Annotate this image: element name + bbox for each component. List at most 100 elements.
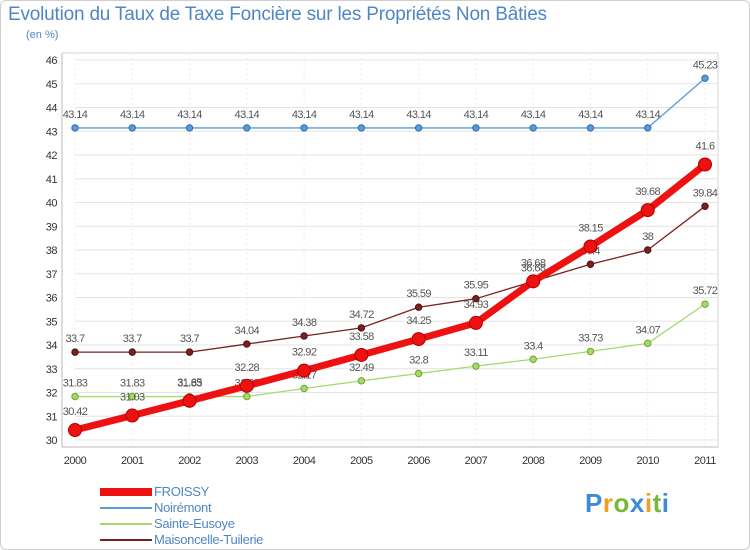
logo-letter: i bbox=[661, 488, 670, 518]
data-point bbox=[300, 332, 308, 340]
data-label: 43.14 bbox=[635, 109, 660, 121]
data-label: 31.65 bbox=[177, 377, 202, 389]
data-label: 35.72 bbox=[693, 285, 718, 297]
data-point bbox=[414, 303, 423, 311]
data-point bbox=[529, 124, 537, 132]
data-point bbox=[71, 124, 79, 132]
data-point bbox=[68, 423, 82, 438]
data-point bbox=[185, 348, 194, 356]
data-point bbox=[583, 239, 598, 254]
data-label: 43.14 bbox=[292, 109, 317, 121]
chart-title: Evolution du Taux de Taxe Foncière sur l… bbox=[8, 4, 547, 25]
data-label: 38 bbox=[642, 231, 654, 243]
data-point bbox=[357, 324, 366, 332]
x-tick-label: 2004 bbox=[293, 455, 316, 467]
data-point bbox=[414, 124, 423, 132]
logo-letter: r bbox=[602, 488, 614, 518]
x-tick-label: 2009 bbox=[579, 455, 602, 467]
y-tick-label: 40 bbox=[46, 198, 58, 210]
data-point bbox=[586, 260, 595, 268]
y-tick-label: 42 bbox=[46, 150, 58, 162]
legend-label: Sainte-Eusoye bbox=[154, 516, 235, 531]
data-point bbox=[128, 124, 136, 132]
series-line bbox=[71, 161, 709, 434]
series-line bbox=[74, 205, 706, 353]
legend-swatch bbox=[100, 523, 152, 525]
data-point bbox=[640, 203, 655, 218]
data-label: 30.42 bbox=[63, 406, 88, 418]
y-tick-label: 32 bbox=[46, 388, 58, 400]
data-label: 33.7 bbox=[65, 333, 84, 345]
chart-unit-label: (en %) bbox=[26, 29, 59, 41]
x-tick-label: 2008 bbox=[522, 455, 545, 467]
data-point bbox=[644, 246, 652, 254]
data-label: 34.38 bbox=[292, 317, 317, 329]
data-label: 32.49 bbox=[349, 362, 374, 374]
series-line bbox=[74, 77, 706, 129]
y-tick-label: 39 bbox=[46, 221, 58, 233]
logo-letter: i bbox=[644, 488, 653, 518]
data-point bbox=[128, 348, 136, 356]
data-label: 43.14 bbox=[349, 109, 374, 121]
data-point bbox=[472, 124, 480, 132]
proxiti-logo: Proxiti bbox=[585, 488, 669, 519]
data-point bbox=[644, 339, 652, 348]
y-tick-label: 41 bbox=[46, 174, 58, 186]
data-point bbox=[586, 347, 595, 356]
data-label: 36.68 bbox=[521, 262, 546, 274]
data-point bbox=[185, 124, 194, 132]
logo-letter: o bbox=[613, 488, 630, 518]
data-point bbox=[357, 377, 366, 385]
data-point bbox=[701, 300, 709, 308]
data-label: 43.14 bbox=[578, 109, 603, 121]
data-point bbox=[357, 124, 366, 132]
data-label: 31.83 bbox=[63, 378, 88, 390]
y-tick-label: 45 bbox=[46, 79, 58, 91]
data-label: 35.95 bbox=[464, 280, 489, 292]
y-tick-label: 31 bbox=[46, 411, 58, 423]
legend-swatch bbox=[100, 539, 152, 541]
data-label: 34.93 bbox=[464, 299, 489, 311]
y-tick-label: 37 bbox=[46, 269, 58, 281]
logo-letter: x bbox=[629, 488, 645, 518]
x-tick-label: 2006 bbox=[407, 455, 430, 467]
data-label: 33.4 bbox=[524, 340, 543, 352]
data-label: 31.83 bbox=[120, 378, 145, 390]
data-label: 33.58 bbox=[349, 331, 374, 343]
legend-label: Maisoncelle-Tuilerie bbox=[154, 532, 264, 547]
data-point bbox=[297, 363, 312, 378]
x-tick-label: 2002 bbox=[178, 455, 201, 467]
data-label: 31.03 bbox=[120, 392, 145, 404]
legend-label: FROISSY bbox=[154, 484, 209, 499]
data-label: 34.04 bbox=[235, 325, 260, 337]
legend-swatch bbox=[100, 488, 152, 496]
logo-letter: P bbox=[585, 488, 603, 518]
x-tick-label: 2010 bbox=[636, 455, 659, 467]
data-point bbox=[586, 124, 595, 132]
data-label: 43.14 bbox=[406, 109, 431, 121]
data-point bbox=[472, 294, 480, 303]
data-point bbox=[71, 392, 79, 401]
x-tick-label: 2007 bbox=[465, 455, 488, 467]
data-point bbox=[125, 408, 140, 423]
x-tick-label: 2000 bbox=[64, 455, 87, 467]
data-point bbox=[243, 340, 251, 348]
data-point bbox=[414, 369, 423, 378]
y-tick-label: 34 bbox=[46, 340, 58, 352]
y-tick-label: 43 bbox=[46, 126, 58, 138]
logo-letter: t bbox=[652, 488, 662, 518]
data-label: 33.11 bbox=[464, 347, 488, 359]
data-label: 39.84 bbox=[693, 187, 718, 199]
data-label: 32.8 bbox=[409, 355, 428, 367]
data-point bbox=[529, 355, 537, 363]
x-tick-label: 2011 bbox=[694, 455, 716, 467]
series-froissy: 30.42 31.03 31.65 32.28 32.92 33.58 34.25 34.93… bbox=[63, 141, 716, 438]
data-point bbox=[300, 124, 308, 132]
data-label: 41.6 bbox=[695, 141, 714, 153]
data-label: 34.72 bbox=[349, 309, 374, 321]
y-tick-label: 33 bbox=[46, 364, 58, 376]
y-tick-label: 30 bbox=[46, 435, 58, 447]
legend-swatch bbox=[100, 507, 152, 509]
data-label: 43.14 bbox=[177, 109, 202, 121]
